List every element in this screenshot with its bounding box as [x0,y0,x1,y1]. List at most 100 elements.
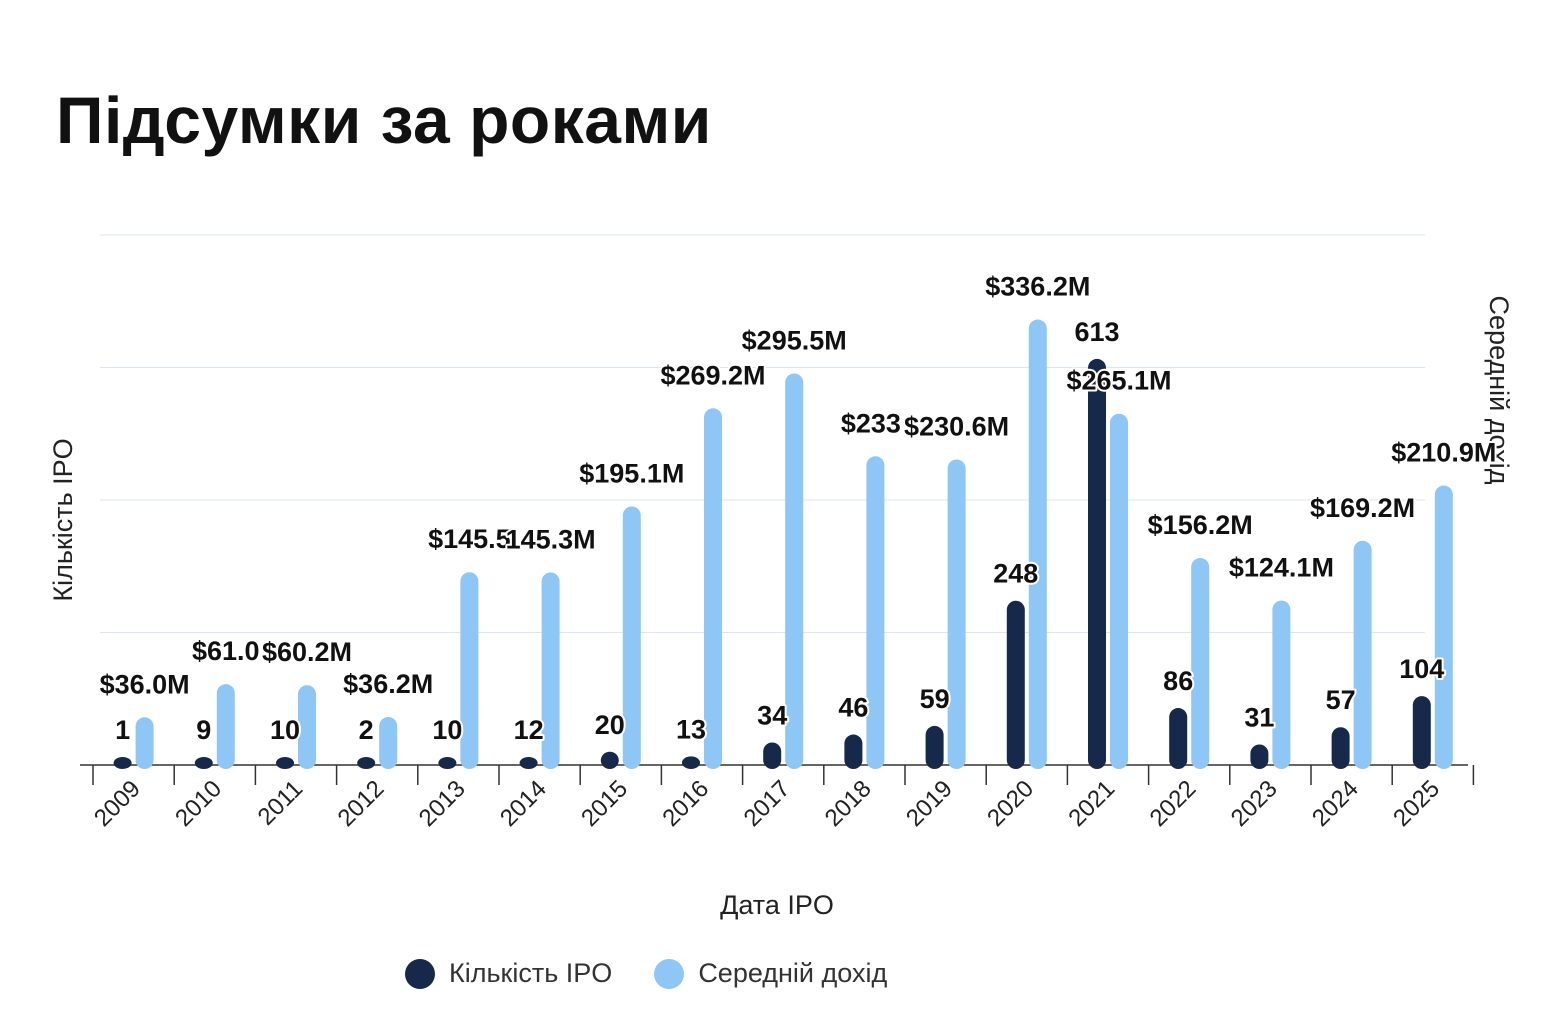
count-series [113,358,1431,769]
bar-count-2013[interactable] [438,757,457,769]
y-axis-left-title: Кількість IPO [48,438,78,601]
label-count-2014: 12 [514,715,544,745]
bar-count-2017[interactable] [763,742,782,769]
bar-count-2011[interactable] [276,757,294,769]
x-axis-title: Дата IPO [720,890,834,920]
x-tick-label-2023: 2023 [1226,775,1283,832]
legend-label-avg: Середній дохід [698,958,888,988]
x-tick-label-2024: 2024 [1307,775,1364,832]
bar-avg-2012[interactable] [379,717,398,769]
x-tick-label-2018: 2018 [820,775,877,832]
label-avg-2013: $145.5 [428,524,511,554]
bar-count-2021[interactable] [1088,358,1106,769]
label-count-2018: 46 [838,693,868,723]
bar-avg-2010[interactable] [216,684,235,769]
label-avg-2017: $295.5M [742,325,847,355]
label-avg-2012: $36.2M [343,669,433,699]
bar-count-2010[interactable] [194,757,213,769]
label-avg-2019: $230.6M [904,411,1009,441]
label-count-2011: 10 [270,715,300,745]
bar-count-2024[interactable] [1331,727,1350,769]
label-avg-2020: $336.2M [985,272,1090,302]
bar-avg-2015[interactable] [622,506,641,769]
legend-item-count[interactable]: Кількість IPO [405,958,612,989]
label-count-2019: 59 [920,684,950,714]
x-tick-label-2010: 2010 [170,775,227,832]
bar-count-2016[interactable] [682,756,700,769]
x-tick-label-2013: 2013 [414,775,471,832]
chart: Дата IPO Кількість IPO Середній дохід 1 $… [48,234,1514,920]
count-swatch-icon [405,958,435,989]
label-avg-2025: $210.9M [1391,438,1496,468]
label-count-2017: 34 [757,700,787,730]
label-count-2021: 613 [1074,317,1119,347]
page-title: Підсумки за роками [56,83,712,157]
label-count-2024: 57 [1326,685,1356,715]
x-tick-label-2012: 2012 [333,775,390,832]
label-avg-2023: $124.1M [1229,553,1334,583]
x-tick-label-2025: 2025 [1388,775,1445,832]
bar-count-2009[interactable] [113,757,132,769]
x-tick-label-2020: 2020 [982,775,1039,832]
bar-avg-2019[interactable] [947,459,966,769]
bar-avg-2009[interactable] [135,717,154,769]
label-avg-2022: $156.2M [1148,510,1253,540]
bar-avg-2011[interactable] [298,685,316,769]
label-count-2023: 31 [1244,702,1274,732]
x-tick-label-2014: 2014 [495,775,552,832]
bar-avg-2013[interactable] [460,572,479,769]
bar-count-2012[interactable] [357,757,376,769]
x-tick-label-2011: 2011 [253,775,309,831]
label-count-2025: 104 [1399,654,1444,684]
label-avg-2009: $36.0M [100,669,190,699]
legend-label-count: Кількість IPO [449,958,613,988]
legend-item-avg[interactable]: Середній дохід [654,958,887,989]
bar-count-2018[interactable] [844,734,863,769]
legend: Кількість IPO Середній дохід [405,958,887,989]
y-axis-right-title: Середній дохід [1484,296,1514,485]
x-tick-label-2015: 2015 [576,775,633,832]
label-count-2013: 10 [432,715,462,745]
label-count-2009: 1 [115,715,130,745]
bar-count-2020[interactable] [1006,600,1025,769]
bar-avg-2016[interactable] [704,408,722,769]
label-avg-2014: 145.3M [506,524,596,554]
bar-avg-2024[interactable] [1353,540,1372,769]
bar-count-2019[interactable] [925,725,944,769]
label-count-2012: 2 [359,715,374,745]
label-avg-2016: $269.2M [660,360,765,390]
x-tick-label-2019: 2019 [901,775,958,832]
x-tick-label-2021: 2021 [1063,775,1120,832]
avg-swatch-icon [654,958,685,989]
bar-avg-2021[interactable] [1110,413,1128,769]
bar-count-2025[interactable] [1412,696,1431,769]
label-count-2022: 86 [1163,666,1193,696]
x-tick-label-2022: 2022 [1145,775,1202,832]
bar-count-2023[interactable] [1250,744,1269,769]
label-avg-2015: $195.1M [579,458,684,488]
bar-avg-2023[interactable] [1272,600,1291,769]
x-tick-label-2017: 2017 [739,775,796,832]
gridlines [100,234,1425,633]
bar-avg-2014[interactable] [541,572,560,769]
x-tick-label-2016: 2016 [657,775,714,832]
bar-count-2015[interactable] [600,751,619,769]
label-avg-2010: $61.0 [192,636,260,666]
bar-count-2014[interactable] [519,757,538,769]
bar-avg-2017[interactable] [785,373,804,769]
x-tick-labels: 2009 2010 2011 2012 2013 2014 2015 2016 2017 2018… [89,775,1445,832]
x-tick-label-2009: 2009 [89,775,146,832]
label-count-2020: 248 [993,559,1038,589]
avg-series [135,319,1453,769]
bar-count-2022[interactable] [1169,708,1188,769]
data-labels: 1 $36.0M9 $61.0 10 $60.2M 2 $36.2M 10 $145.5 12 14… [98,270,1499,747]
label-count-2010: 9 [196,715,211,745]
label-avg-2021: $265.1M [1066,366,1171,396]
bar-avg-2025[interactable] [1434,485,1453,769]
bar-avg-2022[interactable] [1191,558,1210,769]
label-avg-2011: $60.2M [262,637,352,667]
bar-avg-2018[interactable] [866,456,885,769]
bar-avg-2020[interactable] [1028,319,1047,769]
label-count-2016: 13 [676,714,706,744]
label-count-2015: 20 [595,710,625,740]
